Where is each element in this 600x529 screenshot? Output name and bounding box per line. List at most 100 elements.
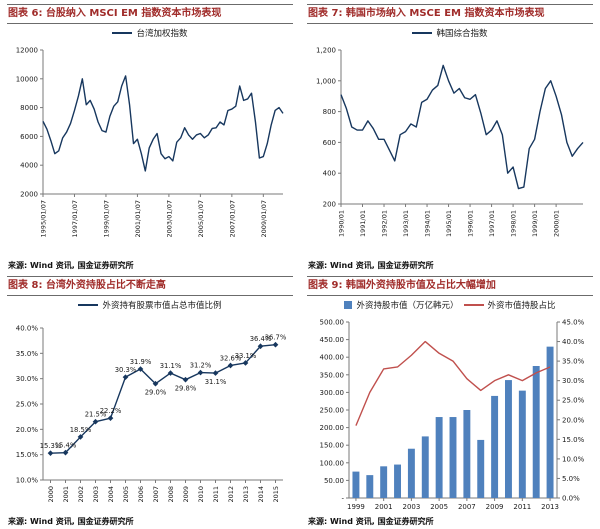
svg-text:2008: 2008 xyxy=(167,486,175,503)
svg-text:100.00: 100.00 xyxy=(320,459,345,467)
svg-text:25.0%: 25.0% xyxy=(16,401,39,409)
svg-text:29.0%: 29.0% xyxy=(145,389,167,397)
svg-text:15.0%: 15.0% xyxy=(562,436,585,444)
line-series-marker-icon xyxy=(78,304,99,306)
korea-composite-index-line-chart: 200 400 600 800 1,000 1,200 1990/01 1991/01 1992… xyxy=(316,47,584,237)
svg-text:2003: 2003 xyxy=(92,486,100,503)
svg-text:2015: 2015 xyxy=(272,486,280,503)
line-series-marker-icon xyxy=(112,32,133,34)
svg-text:15.3%: 15.3% xyxy=(40,442,62,450)
svg-text:1999/01/07: 1999/01/07 xyxy=(102,200,110,237)
svg-text:200.00: 200.00 xyxy=(320,424,345,432)
svg-text:2013: 2013 xyxy=(242,486,250,503)
svg-text:1993/01: 1993/01 xyxy=(402,210,410,237)
svg-text:36.4%: 36.4% xyxy=(250,335,272,343)
svg-text:10000: 10000 xyxy=(16,75,38,83)
chart7-title: 图表 7: 韩国市场纳入 MSCE EM 指数资本市场表现 xyxy=(307,4,593,24)
svg-text:35.0%: 35.0% xyxy=(562,358,585,366)
chart8-title: 图表 8: 台湾外资持股占比不断走高 xyxy=(7,276,293,296)
svg-text:31.9%: 31.9% xyxy=(130,358,152,366)
svg-text:30.3%: 30.3% xyxy=(115,366,137,374)
chart9-legend-label-line: 外资市值持股占比 xyxy=(487,301,556,311)
svg-text:1999/01: 1999/01 xyxy=(531,210,539,237)
svg-text:2005: 2005 xyxy=(122,486,130,503)
svg-text:1995/01/07: 1995/01/07 xyxy=(40,200,48,237)
chart9-source-note: 来源: Wind 资讯, 国金证券研究所 xyxy=(308,517,434,526)
svg-text:2013: 2013 xyxy=(541,503,559,511)
chart9-legend-item-bars: 外资持股市值（万亿韩元） xyxy=(344,299,459,311)
chart7-title-text: 图表 7: 韩国市场纳入 MSCE EM 指数资本市场表现 xyxy=(308,8,545,19)
svg-text:2004: 2004 xyxy=(107,486,115,503)
svg-text:18.5%: 18.5% xyxy=(70,426,92,434)
svg-text:2011: 2011 xyxy=(513,503,531,511)
chart-panel-6: 图表 6: 台股纳入 MSCI EM 指数资本市场表现 台湾加权指数 2000 4… xyxy=(0,0,300,272)
chart6-title-text: 图表 6: 台股纳入 MSCI EM 指数资本市场表现 xyxy=(8,8,222,19)
line-series-marker-icon xyxy=(463,304,484,306)
svg-text:25.0%: 25.0% xyxy=(562,397,585,405)
svg-text:0.0%: 0.0% xyxy=(562,495,580,503)
svg-text:1992/01: 1992/01 xyxy=(381,210,389,237)
chart6-title: 图表 6: 台股纳入 MSCI EM 指数资本市场表现 xyxy=(7,4,293,24)
svg-text:1999: 1999 xyxy=(347,503,365,511)
svg-text:2014: 2014 xyxy=(257,486,265,503)
svg-text:12000: 12000 xyxy=(16,47,38,55)
svg-text:2000: 2000 xyxy=(47,486,55,503)
svg-text:50.00: 50.00 xyxy=(324,477,344,485)
svg-text:2001: 2001 xyxy=(375,503,393,511)
svg-text:10.0%: 10.0% xyxy=(16,477,39,485)
chart9-title: 图表 9: 韩国外资持股市值及占比大幅增加 xyxy=(307,276,593,296)
svg-text:6000: 6000 xyxy=(20,133,38,141)
svg-text:20.0%: 20.0% xyxy=(16,426,39,434)
svg-text:2003/01/07: 2003/01/07 xyxy=(165,200,173,237)
chart6-legend-item: 台湾加权指数 xyxy=(112,27,188,39)
svg-text:2000: 2000 xyxy=(20,191,38,199)
chart8-legend-label: 外资持有股票市值占总市值比例 xyxy=(102,301,222,311)
svg-text:15.4%: 15.4% xyxy=(55,442,77,450)
chart6-legend-label: 台湾加权指数 xyxy=(136,29,188,39)
svg-text:1998/01: 1998/01 xyxy=(510,210,518,237)
svg-text:20.0%: 20.0% xyxy=(562,416,585,424)
svg-text:2006: 2006 xyxy=(137,486,145,503)
svg-text:2005/01/07: 2005/01/07 xyxy=(197,200,205,237)
svg-text:1995/01: 1995/01 xyxy=(445,210,453,237)
chart-panel-8: 图表 8: 台湾外资持股占比不断走高 外资持有股票市值占总市值比例 10.0% 1… xyxy=(0,272,300,529)
svg-text:300.00: 300.00 xyxy=(320,389,345,397)
svg-text:2012: 2012 xyxy=(227,486,235,503)
svg-text:2007: 2007 xyxy=(458,503,476,511)
svg-text:31.2%: 31.2% xyxy=(190,362,212,370)
svg-text:45.0%: 45.0% xyxy=(562,319,585,327)
svg-text:1,000: 1,000 xyxy=(316,77,336,85)
chart7-legend-label: 韩国综合指数 xyxy=(436,29,488,39)
svg-text:21.5%: 21.5% xyxy=(85,411,107,419)
svg-text:2009: 2009 xyxy=(182,486,190,503)
chart8-legend-item: 外资持有股票市值占总市值比例 xyxy=(78,299,222,311)
chart9-legend: 外资持股市值（万亿韩元） 外资市值持股占比 xyxy=(307,296,593,314)
svg-text:30.0%: 30.0% xyxy=(562,377,585,385)
svg-text:400: 400 xyxy=(323,170,336,178)
svg-text:450.00: 450.00 xyxy=(320,336,345,344)
svg-text:400.00: 400.00 xyxy=(320,354,345,362)
svg-text:1997/01/07: 1997/01/07 xyxy=(71,200,79,237)
svg-text:2001/01/07: 2001/01/07 xyxy=(134,200,142,237)
chart6-legend: 台湾加权指数 xyxy=(7,24,293,42)
svg-text:2003: 2003 xyxy=(402,503,420,511)
svg-text:29.8%: 29.8% xyxy=(175,385,197,393)
svg-text:2001: 2001 xyxy=(62,486,70,503)
svg-text:2009: 2009 xyxy=(486,503,504,511)
chart8-title-text: 图表 8: 台湾外资持股占比不断走高 xyxy=(8,280,166,291)
taiwan-weighted-index-line-chart: 2000 4000 6000 8000 10000 12000 1995/01/07 1997… xyxy=(16,47,284,237)
chart9-title-text: 图表 9: 韩国外资持股市值及占比大幅增加 xyxy=(308,280,496,291)
svg-text:2011: 2011 xyxy=(212,486,220,503)
svg-text:600: 600 xyxy=(323,139,336,147)
svg-text:33.1%: 33.1% xyxy=(235,352,257,360)
svg-text:40.0%: 40.0% xyxy=(16,325,39,333)
svg-text:31.1%: 31.1% xyxy=(160,362,182,370)
svg-text:30.0%: 30.0% xyxy=(16,375,39,383)
svg-text:350.00: 350.00 xyxy=(320,371,345,379)
svg-text:35.0%: 35.0% xyxy=(16,350,39,358)
chart-panel-7: 图表 7: 韩国市场纳入 MSCE EM 指数资本市场表现 韩国综合指数 200… xyxy=(300,0,600,272)
chart9-legend-label-bars: 外资持股市值（万亿韩元） xyxy=(356,301,459,311)
chart8-source-note: 来源: Wind 资讯, 国金证券研究所 xyxy=(8,517,134,526)
svg-text:2007/01/07: 2007/01/07 xyxy=(228,200,236,237)
